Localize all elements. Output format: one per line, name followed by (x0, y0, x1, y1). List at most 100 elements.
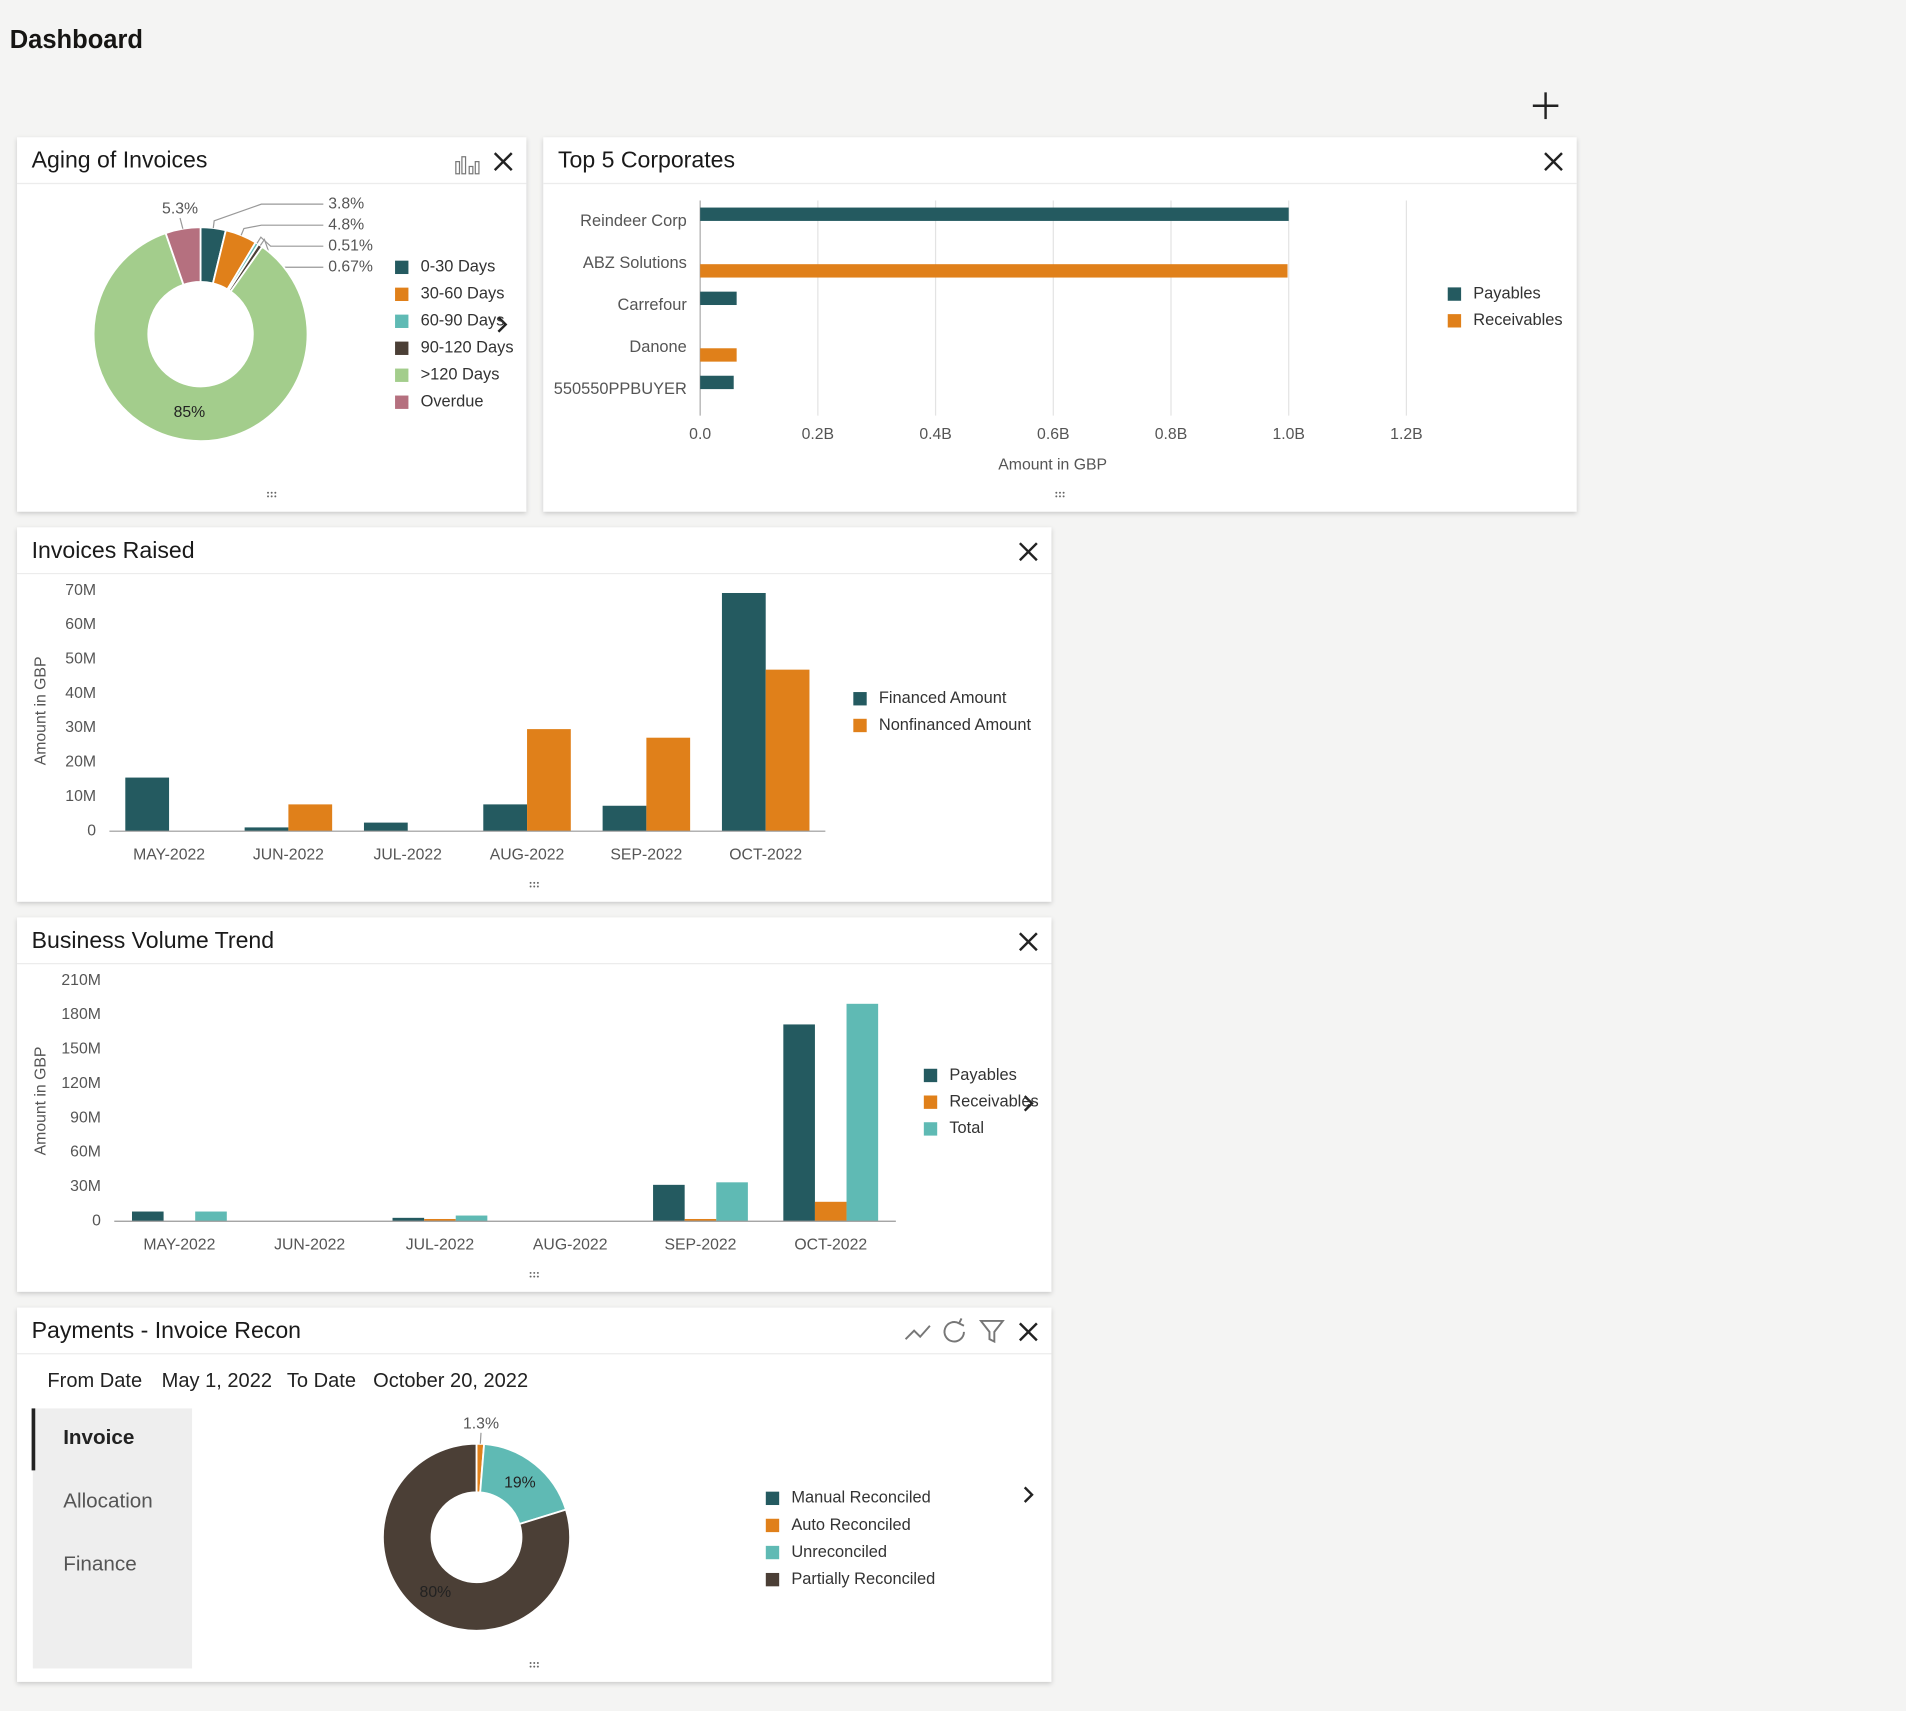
close-button[interactable] (1544, 152, 1563, 171)
x-tick-label: JUN-2022 (253, 847, 324, 864)
drag-handle[interactable] (529, 1275, 532, 1278)
drag-handle[interactable] (533, 1275, 536, 1278)
x-tick-label: 0.6B (1037, 426, 1069, 443)
leader-line (240, 224, 324, 236)
slice-label: 19% (504, 1474, 536, 1491)
x-tick-label: JUL-2022 (373, 847, 441, 864)
slice-label: 80% (420, 1584, 452, 1601)
x-tick-label: AUG-2022 (490, 847, 565, 864)
drag-handle[interactable] (533, 1662, 536, 1664)
chart-type-icon[interactable] (468, 165, 474, 175)
close-button[interactable] (493, 152, 513, 171)
drag-handle[interactable] (536, 881, 539, 884)
x-tick-label: 0.2B (802, 426, 834, 443)
drag-handle[interactable] (274, 495, 277, 498)
legend-swatch (1447, 314, 1462, 328)
chart-type-icon[interactable] (474, 161, 480, 175)
legend-label: Receivables (949, 1093, 1038, 1111)
x-axis-title: Amount in GBP (998, 457, 1107, 474)
drag-handle[interactable] (1062, 495, 1065, 498)
tab[interactable]: Finance (63, 1553, 137, 1576)
close-icon[interactable] (1018, 542, 1038, 562)
close-button[interactable] (1018, 932, 1038, 952)
legend-scroll-arrow[interactable] (1023, 1095, 1034, 1112)
drag-handle[interactable] (267, 495, 270, 498)
drag-handle[interactable] (529, 1662, 532, 1664)
page-title: Dashboard (10, 26, 143, 54)
trend-button[interactable] (904, 1325, 931, 1340)
legend-label: Total (949, 1119, 984, 1137)
leader-line (179, 217, 184, 229)
y-tick-label: 50M (65, 651, 96, 668)
drag-handle[interactable] (533, 1665, 536, 1668)
drag-handle[interactable] (267, 491, 270, 494)
slice-label: 0.51% (328, 237, 373, 254)
close-icon[interactable] (493, 152, 513, 171)
drag-handle[interactable] (533, 1271, 536, 1274)
drag-handle[interactable] (1062, 491, 1065, 494)
widget: Invoices Raised 0 10M 20M 30M 40M 50M 60M 70M Amo… (17, 527, 1052, 902)
chart-type-icon[interactable] (461, 156, 467, 175)
bar (131, 1211, 164, 1222)
drag-handle[interactable] (529, 881, 532, 884)
drag-handle[interactable] (536, 1271, 539, 1274)
widget: Business Volume Trend 0 30M 60M 90M 120M 150M 1… (17, 917, 1052, 1292)
drag-handle[interactable] (536, 885, 539, 888)
tab[interactable]: Invoice (63, 1426, 134, 1449)
close-icon[interactable] (1018, 1322, 1038, 1342)
drag-handle[interactable] (529, 885, 532, 888)
bar (602, 805, 647, 832)
close-button[interactable] (1018, 542, 1038, 562)
bar (700, 375, 734, 390)
close-button[interactable] (1018, 1322, 1038, 1342)
drag-handle[interactable] (529, 1665, 532, 1668)
x-tick-label: 0.8B (1155, 426, 1187, 443)
drag-handle[interactable] (529, 1271, 532, 1274)
bar (288, 804, 333, 832)
legend-swatch (765, 1572, 780, 1587)
bar (646, 737, 691, 832)
chart-type-button[interactable] (455, 156, 480, 175)
drag-handle[interactable] (1058, 491, 1061, 494)
bar (721, 592, 766, 832)
date-filter-from-label: From Date (47, 1370, 142, 1392)
drag-handle[interactable] (1055, 491, 1058, 494)
close-icon[interactable] (1544, 152, 1563, 171)
refresh-button[interactable] (943, 1318, 965, 1343)
y-tick-label: 30M (70, 1178, 101, 1195)
bar (363, 822, 408, 832)
date-filter-to-value: October 20, 2022 (373, 1370, 528, 1392)
drag-handle[interactable] (536, 1275, 539, 1278)
add-widget[interactable] (1532, 92, 1559, 120)
close-icon[interactable] (1018, 932, 1038, 952)
y-tick-label: 0 (92, 1212, 101, 1229)
drag-handle[interactable] (1058, 495, 1061, 498)
chart-type-icon[interactable] (455, 161, 461, 175)
legend-label: Partially Reconciled (791, 1570, 935, 1588)
drag-handle[interactable] (533, 885, 536, 888)
tab[interactable]: Allocation (63, 1489, 153, 1512)
drag-handle[interactable] (270, 491, 273, 494)
legend-scroll-arrow[interactable] (497, 316, 508, 333)
drag-handle[interactable] (1055, 495, 1058, 498)
x-tick-label: OCT-2022 (794, 1237, 867, 1254)
y-tick-label: 40M (65, 685, 96, 702)
x-tick-label: AUG-2022 (533, 1237, 608, 1254)
leader-line (479, 1432, 482, 1444)
x-tick-label: 1.2B (1390, 426, 1422, 443)
slice-label: 4.8% (328, 216, 364, 233)
x-tick-label: OCT-2022 (729, 847, 802, 864)
drag-handle[interactable] (270, 495, 273, 498)
drag-handle[interactable] (536, 1662, 539, 1664)
x-tick-label: MAY-2022 (133, 847, 205, 864)
drag-handle[interactable] (536, 1665, 539, 1668)
bar (846, 1003, 879, 1222)
bar (700, 291, 737, 306)
drag-handle[interactable] (533, 881, 536, 884)
legend-scroll-arrow[interactable] (1023, 1486, 1034, 1503)
tab-panel (32, 1408, 193, 1669)
bar (527, 729, 571, 832)
legend-swatch (765, 1518, 780, 1533)
drag-handle[interactable] (274, 491, 277, 494)
filter-button[interactable] (978, 1319, 1005, 1344)
